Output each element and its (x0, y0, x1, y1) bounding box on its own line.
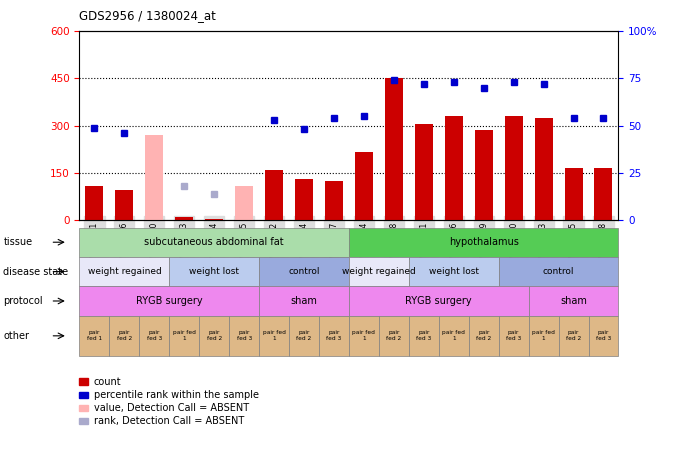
Text: pair
fed 3: pair fed 3 (236, 330, 252, 341)
Text: weight lost: weight lost (189, 267, 239, 276)
Bar (535, 118, 553, 220)
Text: pair
fed 3: pair fed 3 (326, 330, 341, 341)
Text: RYGB surgery: RYGB surgery (136, 296, 202, 306)
Text: weight lost: weight lost (428, 267, 479, 276)
Bar (385, 78, 403, 220)
Bar (325, 181, 343, 220)
Bar (565, 168, 583, 220)
Bar (265, 170, 283, 220)
Text: hypothalamus: hypothalamus (448, 237, 519, 247)
Text: sham: sham (291, 296, 317, 306)
Text: tissue: tissue (3, 237, 32, 247)
Text: pair fed
1: pair fed 1 (263, 330, 285, 341)
Text: subcutaneous abdominal fat: subcutaneous abdominal fat (144, 237, 284, 247)
Text: weight regained: weight regained (88, 267, 161, 276)
Bar (115, 191, 133, 220)
Text: pair
fed 2: pair fed 2 (566, 330, 581, 341)
Text: sham: sham (560, 296, 587, 306)
Bar (445, 116, 463, 220)
Text: pair
fed 2: pair fed 2 (386, 330, 401, 341)
Bar (355, 153, 373, 220)
Text: other: other (3, 331, 30, 341)
Text: pair fed
1: pair fed 1 (442, 330, 465, 341)
Text: control: control (543, 267, 574, 276)
Bar (295, 179, 313, 220)
Text: GDS2956 / 1380024_at: GDS2956 / 1380024_at (79, 9, 216, 22)
Text: pair
fed 2: pair fed 2 (296, 330, 312, 341)
Bar (504, 116, 522, 220)
Text: pair fed
1: pair fed 1 (352, 330, 375, 341)
Text: percentile rank within the sample: percentile rank within the sample (94, 390, 259, 400)
Bar (475, 130, 493, 220)
Text: pair fed
1: pair fed 1 (173, 330, 196, 341)
Text: pair
fed 3: pair fed 3 (596, 330, 611, 341)
Text: protocol: protocol (3, 296, 43, 306)
Text: pair
fed 3: pair fed 3 (416, 330, 431, 341)
Bar (86, 186, 104, 220)
Text: pair
fed 2: pair fed 2 (476, 330, 491, 341)
Text: RYGB surgery: RYGB surgery (406, 296, 472, 306)
Text: pair
fed 3: pair fed 3 (146, 330, 162, 341)
Text: pair
fed 2: pair fed 2 (207, 330, 222, 341)
Text: value, Detection Call = ABSENT: value, Detection Call = ABSENT (94, 403, 249, 413)
Bar (205, 219, 223, 220)
Bar (176, 217, 193, 220)
Bar (594, 168, 612, 220)
Text: count: count (94, 376, 122, 387)
Text: pair
fed 2: pair fed 2 (117, 330, 132, 341)
Bar (235, 186, 253, 220)
Text: weight regained: weight regained (342, 267, 416, 276)
Text: pair
fed 3: pair fed 3 (506, 330, 521, 341)
Text: pair
fed 1: pair fed 1 (87, 330, 102, 341)
Text: control: control (288, 267, 320, 276)
Bar (415, 124, 433, 220)
Text: pair fed
1: pair fed 1 (532, 330, 555, 341)
Text: disease state: disease state (3, 266, 68, 277)
Text: rank, Detection Call = ABSENT: rank, Detection Call = ABSENT (94, 416, 244, 427)
Bar (145, 135, 163, 220)
